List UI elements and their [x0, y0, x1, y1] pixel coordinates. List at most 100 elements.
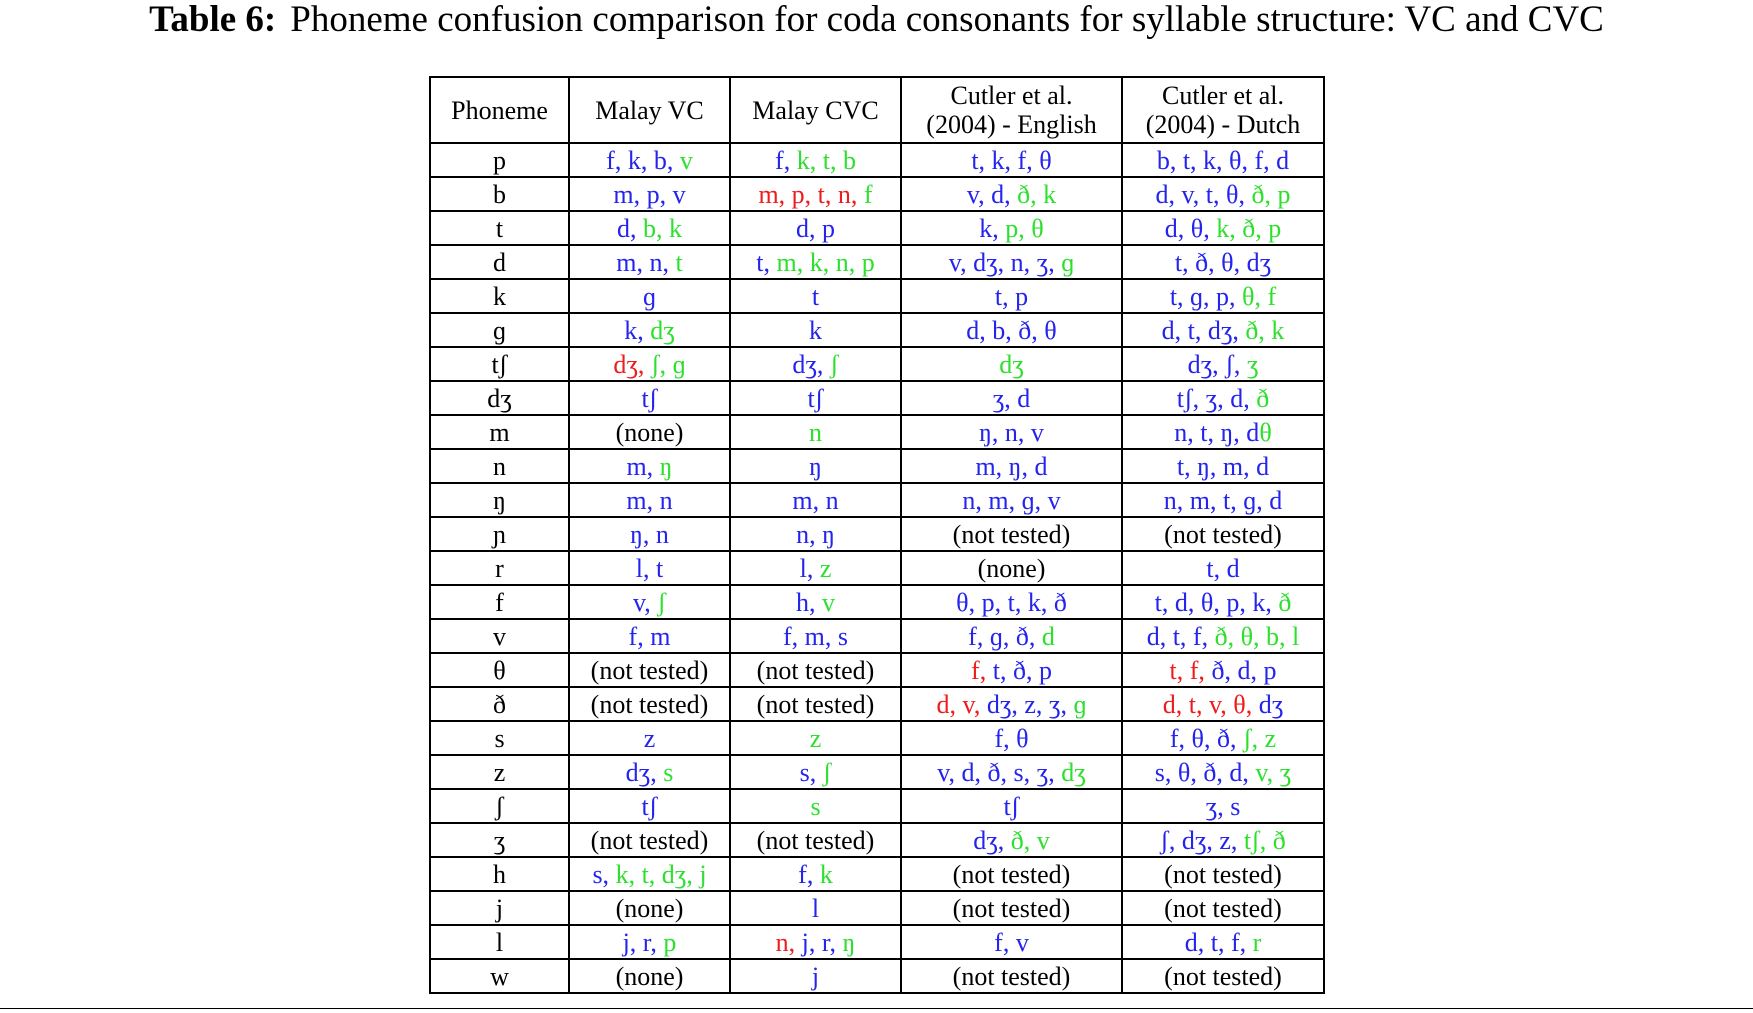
table-row: h s, k, t, dʒ, j f, k (not tested) (not test…: [429, 856, 1325, 892]
confusion-cell: (not tested): [1121, 516, 1325, 552]
confusion-token: k,: [979, 213, 1006, 243]
confusion-token: dʒ,: [973, 825, 1011, 855]
confusion-token: s, θ, ð, d,: [1154, 757, 1256, 787]
table-row: dʒ tʃ tʃ ʒ, d tʃ, ʒ, d, ð: [429, 380, 1325, 416]
confusion-token: tʃ: [641, 383, 658, 413]
confusion-token: l,: [799, 553, 820, 583]
confusion-cell: d, t, dʒ, ð, k: [1121, 312, 1325, 348]
header-cell: Cutler et al. (2004) - English: [900, 76, 1123, 144]
confusion-token: p: [663, 927, 677, 957]
confusion-cell: θ, p, t, k, ð: [900, 584, 1123, 620]
table-row: ʃ tʃ s tʃ ʒ, s: [429, 788, 1325, 824]
confusion-token: ð: [1256, 383, 1270, 413]
confusion-token: f,: [971, 655, 993, 685]
phoneme-cell: dʒ: [429, 380, 570, 416]
table-row: θ (not tested) (not tested) f, t, ð, p t, f,…: [429, 652, 1325, 688]
confusion-token: tʃ: [641, 791, 658, 821]
confusion-token: m, ŋ, d: [975, 451, 1048, 481]
confusion-cell: h, v: [729, 584, 902, 620]
phoneme-cell: tʃ: [429, 346, 570, 382]
confusion-token: ʃ, ɡ: [650, 349, 686, 379]
confusion-cell: t, ɡ, p, θ, f: [1121, 278, 1325, 314]
header-line: (2004) - English: [926, 110, 1097, 139]
table-row: n m, ŋ ŋ m, ŋ, d t, ŋ, m, d: [429, 448, 1325, 484]
phoneme-cell: ð: [429, 686, 570, 722]
table-row: m (none) n ŋ, n, v n, t, ŋ, dθ: [429, 414, 1325, 450]
confusion-cell: j: [729, 958, 902, 994]
table-row: s z z f, θ f, θ, ð, ʃ, z: [429, 720, 1325, 756]
confusion-token: l: [811, 893, 820, 923]
confusion-token: f, k, b,: [606, 145, 680, 175]
table-row: ŋ m, n m, n n, m, ɡ, v n, m, t, ɡ, d: [429, 482, 1325, 518]
confusion-token: (not tested): [756, 655, 875, 685]
confusion-token: s: [810, 791, 821, 821]
confusion-token: m, p, t, n,: [758, 179, 864, 209]
confusion-cell: (none): [568, 414, 731, 450]
confusion-cell: (none): [568, 958, 731, 994]
confusion-cell: ŋ, n, v: [900, 414, 1123, 450]
confusion-token: dʒ: [650, 315, 675, 345]
header-cell: Malay VC: [568, 76, 731, 144]
confusion-token: v, ʒ: [1255, 757, 1292, 787]
confusion-token: t, p: [994, 281, 1029, 311]
confusion-cell: (not tested): [900, 890, 1123, 926]
phoneme-cell: d: [429, 244, 570, 280]
confusion-token: (not tested): [952, 961, 1071, 991]
confusion-cell: (not tested): [568, 686, 731, 722]
confusion-cell: tʃ, ʒ, d, ð: [1121, 380, 1325, 416]
confusion-token: t: [675, 247, 683, 277]
confusion-token: k,: [624, 315, 651, 345]
header-line: Phoneme: [451, 95, 548, 125]
confusion-token: dʒ,: [792, 349, 830, 379]
confusion-cell: (not tested): [900, 516, 1123, 552]
confusion-cell: tʃ: [568, 380, 731, 416]
table-row: z dʒ, s s, ʃ v, d, ð, s, ʒ, dʒ s, θ, ð, d, v…: [429, 754, 1325, 790]
confusion-token: v: [822, 587, 835, 617]
confusion-cell: f, ɡ, ð, d: [900, 618, 1123, 654]
confusion-cell: dʒ, ð, v: [900, 822, 1123, 858]
confusion-token: d,: [617, 213, 643, 243]
confusion-token: f,: [775, 145, 797, 175]
confusion-token: f, m, s: [783, 621, 848, 651]
confusion-token: f, m: [628, 621, 671, 651]
confusion-token: d, t, f,: [1184, 927, 1253, 957]
phoneme-cell: ɲ: [429, 516, 570, 552]
confusion-cell: f, v: [900, 924, 1123, 960]
phoneme-cell: r: [429, 550, 570, 586]
table-row: p f, k, b, v f, k, t, b t, k, f, θ b, t, k, …: [429, 142, 1325, 178]
confusion-token: t: [811, 281, 820, 311]
confusion-cell: f, θ, ð, ʃ, z: [1121, 720, 1325, 756]
phoneme-cell: v: [429, 618, 570, 654]
confusion-token: (not tested): [952, 893, 1071, 923]
confusion-cell: n, j, r, ŋ: [729, 924, 902, 960]
confusion-token: ʒ, d: [992, 383, 1031, 413]
confusion-token: θ, p, t, k, ð: [956, 587, 1067, 617]
confusion-token: (not tested): [1164, 859, 1282, 889]
phoneme-cell: p: [429, 142, 570, 178]
confusion-cell: d, t, v, θ, dʒ: [1121, 686, 1325, 722]
confusion-token: f, ɡ, ð,: [968, 621, 1042, 651]
confusion-token: h,: [796, 587, 822, 617]
confusion-cell: d, b, k: [568, 210, 731, 246]
confusion-token: t,: [756, 247, 777, 277]
confusion-cell: (not tested): [900, 958, 1123, 994]
confusion-token: m, n,: [616, 247, 676, 277]
confusion-token: (none): [615, 893, 684, 923]
confusion-cell: l, z: [729, 550, 902, 586]
confusion-token: (none): [615, 961, 684, 991]
confusion-cell: ŋ, n: [568, 516, 731, 552]
confusion-cell: m, p, v: [568, 176, 731, 212]
confusion-cell: d, p: [729, 210, 902, 246]
confusion-cell: f, θ: [900, 720, 1123, 756]
confusion-token: t, d, θ, p, k,: [1154, 587, 1279, 617]
table-row: t d, b, k d, p k, p, θ d, θ, k, ð, p: [429, 210, 1325, 246]
confusion-token: z: [809, 723, 822, 753]
confusion-token: d, v,: [936, 689, 987, 719]
table-body: p f, k, b, v f, k, t, b t, k, f, θ b, t, k, …: [429, 142, 1325, 994]
confusion-token: t, d: [1206, 553, 1240, 583]
confusion-cell: tʃ: [900, 788, 1123, 824]
confusion-token: ʃ: [657, 587, 666, 617]
confusion-token: n: [809, 417, 822, 447]
confusion-cell: n, t, ŋ, dθ: [1121, 414, 1325, 450]
phoneme-cell: ɡ: [429, 312, 570, 348]
